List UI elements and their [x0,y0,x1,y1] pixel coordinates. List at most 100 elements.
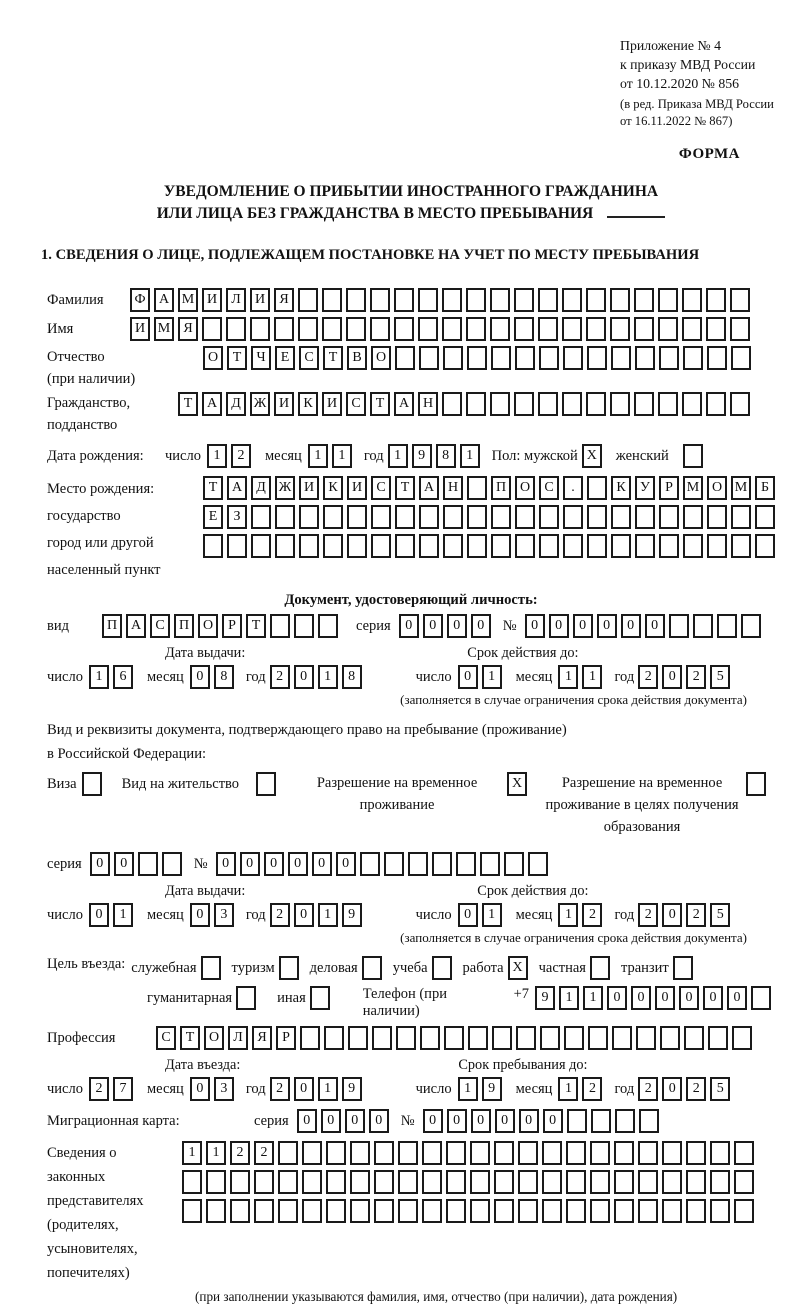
char-cell[interactable] [347,534,367,558]
char-cell[interactable]: 1 [307,444,328,468]
char-cell[interactable] [662,1141,682,1165]
char-cell[interactable]: Я [178,317,198,341]
char-cell[interactable] [668,614,689,638]
char-cell[interactable]: 1 [559,986,579,1010]
char-cell[interactable] [443,346,463,370]
char-cell[interactable]: И [322,392,342,416]
char-cell[interactable]: И [299,476,319,500]
char-cell[interactable]: С [539,476,559,500]
char-cell[interactable]: 1 [558,903,579,927]
char-cell[interactable] [203,534,223,558]
char-cell[interactable] [323,505,343,529]
char-cell[interactable]: 1 [206,444,227,468]
char-cell[interactable]: П [102,614,122,638]
char-cell[interactable] [563,346,583,370]
char-cell[interactable]: М [683,476,703,500]
char-cell[interactable]: 1 [206,1141,226,1165]
char-cell[interactable] [326,1199,346,1223]
char-cell[interactable] [658,392,678,416]
char-cell[interactable] [542,1199,562,1223]
char-cell[interactable] [734,1199,754,1223]
sex-female-checkbox[interactable] [682,444,703,468]
char-cell[interactable]: 0 [215,852,236,876]
char-cell[interactable]: 2 [230,444,251,468]
char-cell[interactable]: 0 [662,903,683,927]
char-cell[interactable] [299,505,319,529]
char-cell[interactable] [422,1141,442,1165]
char-cell[interactable] [302,1141,322,1165]
char-cell[interactable] [470,1141,490,1165]
char-cell[interactable] [586,392,606,416]
char-cell[interactable]: 2 [638,1077,659,1101]
char-cell[interactable] [658,288,678,312]
char-cell[interactable] [566,1199,586,1223]
char-cell[interactable] [638,1141,658,1165]
char-cell[interactable]: Л [228,1026,248,1050]
char-cell[interactable] [491,534,511,558]
char-cell[interactable]: 0 [293,665,314,689]
char-cell[interactable]: 0 [263,852,284,876]
char-cell[interactable] [491,505,511,529]
purpose-study-checkbox[interactable] [431,956,452,980]
char-cell[interactable] [274,317,294,341]
char-cell[interactable] [322,317,342,341]
char-cell[interactable] [518,1141,538,1165]
char-cell[interactable]: И [347,476,367,500]
char-cell[interactable] [539,346,559,370]
char-cell[interactable]: 0 [89,852,110,876]
char-cell[interactable] [374,1141,394,1165]
char-cell[interactable]: 6 [112,665,133,689]
purpose-other-checkbox[interactable] [309,986,330,1010]
char-cell[interactable]: Ж [250,392,270,416]
char-cell[interactable]: 5 [710,903,731,927]
char-cell[interactable] [538,288,558,312]
char-cell[interactable] [490,317,510,341]
char-cell[interactable]: 1 [112,903,133,927]
char-cell[interactable] [491,346,511,370]
char-cell[interactable] [686,1170,706,1194]
char-cell[interactable] [732,1026,752,1050]
char-cell[interactable] [586,288,606,312]
char-cell[interactable] [590,1199,610,1223]
char-cell[interactable]: 1 [583,986,603,1010]
char-cell[interactable] [470,1170,490,1194]
char-cell[interactable] [407,852,428,876]
char-cell[interactable] [751,986,771,1010]
char-cell[interactable] [443,534,463,558]
char-cell[interactable] [398,1141,418,1165]
char-cell[interactable]: В [347,346,367,370]
char-cell[interactable]: 3 [213,1077,234,1101]
char-cell[interactable] [566,1170,586,1194]
char-cell[interactable]: Л [226,288,246,312]
char-cell[interactable]: О [707,476,727,500]
char-cell[interactable]: 0 [727,986,747,1010]
char-cell[interactable] [734,1170,754,1194]
char-cell[interactable] [350,1199,370,1223]
char-cell[interactable] [731,505,751,529]
char-cell[interactable] [516,1026,536,1050]
char-cell[interactable] [479,852,500,876]
char-cell[interactable] [683,505,703,529]
char-cell[interactable]: 5 [710,665,731,689]
char-cell[interactable]: 0 [113,852,134,876]
char-cell[interactable]: 0 [320,1109,341,1133]
char-cell[interactable]: М [731,476,751,500]
char-cell[interactable] [686,1141,706,1165]
char-cell[interactable] [230,1170,250,1194]
char-cell[interactable] [275,505,295,529]
char-cell[interactable]: С [299,346,319,370]
char-cell[interactable] [610,392,630,416]
char-cell[interactable]: 0 [296,1109,317,1133]
char-cell[interactable]: 2 [582,1077,603,1101]
char-cell[interactable] [540,1026,560,1050]
char-cell[interactable] [662,1170,682,1194]
char-cell[interactable] [611,505,631,529]
char-cell[interactable] [374,1170,394,1194]
char-cell[interactable] [446,1199,466,1223]
char-cell[interactable] [161,852,182,876]
char-cell[interactable] [446,1141,466,1165]
char-cell[interactable]: 9 [535,986,555,1010]
char-cell[interactable] [542,1141,562,1165]
char-cell[interactable] [683,534,703,558]
char-cell[interactable] [614,1170,634,1194]
